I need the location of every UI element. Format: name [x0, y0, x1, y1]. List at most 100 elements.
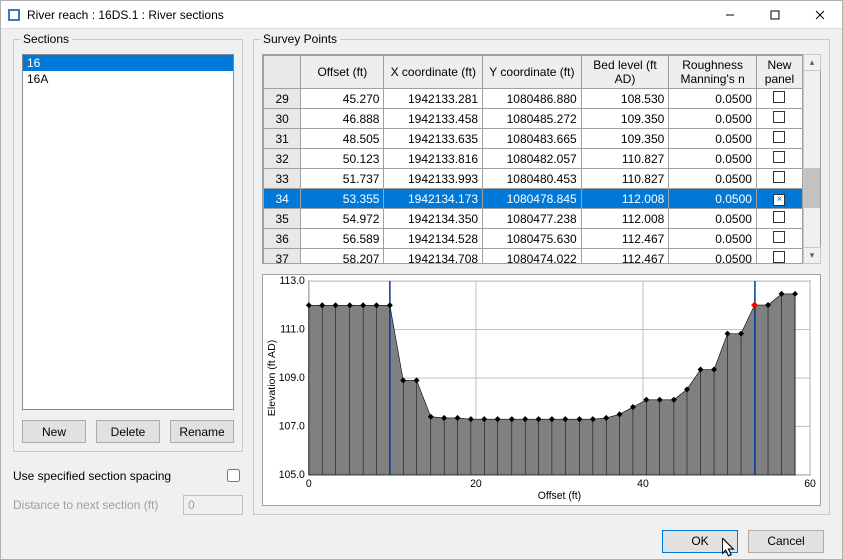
- scroll-track[interactable]: [804, 70, 820, 248]
- table-cell[interactable]: 1942133.993: [384, 169, 483, 189]
- panel-checkbox[interactable]: ×: [773, 194, 785, 206]
- panel-checkbox[interactable]: [773, 171, 785, 183]
- table-cell[interactable]: 1942134.708: [384, 249, 483, 264]
- table-header[interactable]: New panel: [756, 56, 802, 89]
- table-cell[interactable]: 0.0500: [669, 249, 757, 264]
- row-number[interactable]: 35: [264, 209, 301, 229]
- table-cell[interactable]: 0.0500: [669, 109, 757, 129]
- panel-checkbox[interactable]: [773, 111, 785, 123]
- table-cell[interactable]: 112.467: [581, 229, 669, 249]
- table-cell[interactable]: 1942134.350: [384, 209, 483, 229]
- table-cell[interactable]: 1942133.458: [384, 109, 483, 129]
- table-row[interactable]: 3250.1231942133.8161080482.057110.8270.0…: [264, 149, 803, 169]
- panel-checkbox-cell[interactable]: ×: [756, 189, 802, 209]
- table-cell[interactable]: 51.737: [301, 169, 384, 189]
- maximize-button[interactable]: [752, 1, 797, 29]
- ok-button[interactable]: OK: [662, 530, 738, 553]
- panel-checkbox-cell[interactable]: [756, 229, 802, 249]
- new-button[interactable]: New: [22, 420, 86, 443]
- table-cell[interactable]: 54.972: [301, 209, 384, 229]
- table-header[interactable]: Bed level (ft AD): [581, 56, 669, 89]
- table-row[interactable]: 3453.3551942134.1731080478.845112.0080.0…: [264, 189, 803, 209]
- table-cell[interactable]: 112.467: [581, 249, 669, 264]
- panel-checkbox[interactable]: [773, 91, 785, 103]
- scroll-down-icon[interactable]: ▾: [803, 247, 821, 264]
- table-cell[interactable]: 112.008: [581, 209, 669, 229]
- table-cell[interactable]: 1942133.281: [384, 89, 483, 109]
- panel-checkbox-cell[interactable]: [756, 149, 802, 169]
- table-cell[interactable]: 1080477.238: [483, 209, 582, 229]
- table-cell[interactable]: 0.0500: [669, 169, 757, 189]
- row-number[interactable]: 31: [264, 129, 301, 149]
- table-row[interactable]: 3758.2071942134.7081080474.022112.4670.0…: [264, 249, 803, 264]
- survey-table-scroll[interactable]: Offset (ft)X coordinate (ft)Y coordinate…: [263, 55, 803, 263]
- minimize-button[interactable]: [707, 1, 752, 29]
- panel-checkbox[interactable]: [773, 211, 785, 223]
- row-number[interactable]: 34: [264, 189, 301, 209]
- table-header[interactable]: X coordinate (ft): [384, 56, 483, 89]
- table-cell[interactable]: 45.270: [301, 89, 384, 109]
- table-cell[interactable]: 1942134.528: [384, 229, 483, 249]
- panel-checkbox-cell[interactable]: [756, 249, 802, 264]
- table-cell[interactable]: 1080478.845: [483, 189, 582, 209]
- panel-checkbox[interactable]: [773, 251, 785, 263]
- row-number[interactable]: 30: [264, 109, 301, 129]
- panel-checkbox[interactable]: [773, 151, 785, 163]
- close-button[interactable]: [797, 1, 842, 29]
- cancel-button[interactable]: Cancel: [748, 530, 824, 553]
- panel-checkbox-cell[interactable]: [756, 169, 802, 189]
- table-cell[interactable]: 110.827: [581, 169, 669, 189]
- panel-checkbox-cell[interactable]: [756, 209, 802, 229]
- row-number[interactable]: 33: [264, 169, 301, 189]
- table-header[interactable]: Roughness Manning's n: [669, 56, 757, 89]
- vertical-scrollbar[interactable]: ▴ ▾: [803, 55, 820, 263]
- table-row[interactable]: 3046.8881942133.4581080485.272109.3500.0…: [264, 109, 803, 129]
- table-cell[interactable]: 0.0500: [669, 189, 757, 209]
- table-cell[interactable]: 0.0500: [669, 149, 757, 169]
- table-cell[interactable]: 1942133.635: [384, 129, 483, 149]
- sections-listbox[interactable]: 1616A: [22, 54, 234, 410]
- list-item[interactable]: 16: [23, 55, 233, 71]
- table-cell[interactable]: 1080474.022: [483, 249, 582, 264]
- table-cell[interactable]: 112.008: [581, 189, 669, 209]
- row-number[interactable]: 36: [264, 229, 301, 249]
- survey-table[interactable]: Offset (ft)X coordinate (ft)Y coordinate…: [263, 55, 803, 263]
- table-row[interactable]: 3148.5051942133.6351080483.665109.3500.0…: [264, 129, 803, 149]
- table-cell[interactable]: 46.888: [301, 109, 384, 129]
- table-row[interactable]: 3351.7371942133.9931080480.453110.8270.0…: [264, 169, 803, 189]
- row-number[interactable]: 37: [264, 249, 301, 264]
- panel-checkbox-cell[interactable]: [756, 129, 802, 149]
- table-row[interactable]: 2945.2701942133.2811080486.880108.5300.0…: [264, 89, 803, 109]
- table-cell[interactable]: 110.827: [581, 149, 669, 169]
- table-header[interactable]: [264, 56, 301, 89]
- table-cell[interactable]: 109.350: [581, 109, 669, 129]
- delete-button[interactable]: Delete: [96, 420, 160, 443]
- panel-checkbox[interactable]: [773, 131, 785, 143]
- table-cell[interactable]: 0.0500: [669, 129, 757, 149]
- table-cell[interactable]: 109.350: [581, 129, 669, 149]
- table-cell[interactable]: 1080485.272: [483, 109, 582, 129]
- table-header[interactable]: Offset (ft): [301, 56, 384, 89]
- table-cell[interactable]: 1080480.453: [483, 169, 582, 189]
- table-header[interactable]: Y coordinate (ft): [483, 56, 582, 89]
- table-row[interactable]: 3554.9721942134.3501080477.238112.0080.0…: [264, 209, 803, 229]
- list-item[interactable]: 16A: [23, 71, 233, 87]
- table-cell[interactable]: 56.589: [301, 229, 384, 249]
- table-cell[interactable]: 0.0500: [669, 229, 757, 249]
- table-cell[interactable]: 1942133.816: [384, 149, 483, 169]
- table-cell[interactable]: 0.0500: [669, 89, 757, 109]
- row-number[interactable]: 32: [264, 149, 301, 169]
- table-cell[interactable]: 50.123: [301, 149, 384, 169]
- table-cell[interactable]: 48.505: [301, 129, 384, 149]
- table-cell[interactable]: 53.355: [301, 189, 384, 209]
- table-cell[interactable]: 1942134.173: [384, 189, 483, 209]
- table-cell[interactable]: 108.530: [581, 89, 669, 109]
- table-cell[interactable]: 58.207: [301, 249, 384, 264]
- scroll-thumb[interactable]: [804, 168, 820, 208]
- table-cell[interactable]: 1080482.057: [483, 149, 582, 169]
- table-cell[interactable]: 1080486.880: [483, 89, 582, 109]
- row-number[interactable]: 29: [264, 89, 301, 109]
- table-cell[interactable]: 1080475.630: [483, 229, 582, 249]
- panel-checkbox[interactable]: [773, 231, 785, 243]
- table-row[interactable]: 3656.5891942134.5281080475.630112.4670.0…: [264, 229, 803, 249]
